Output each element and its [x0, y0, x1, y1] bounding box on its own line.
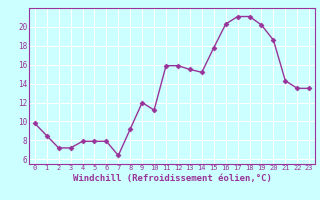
X-axis label: Windchill (Refroidissement éolien,°C): Windchill (Refroidissement éolien,°C): [73, 174, 271, 183]
